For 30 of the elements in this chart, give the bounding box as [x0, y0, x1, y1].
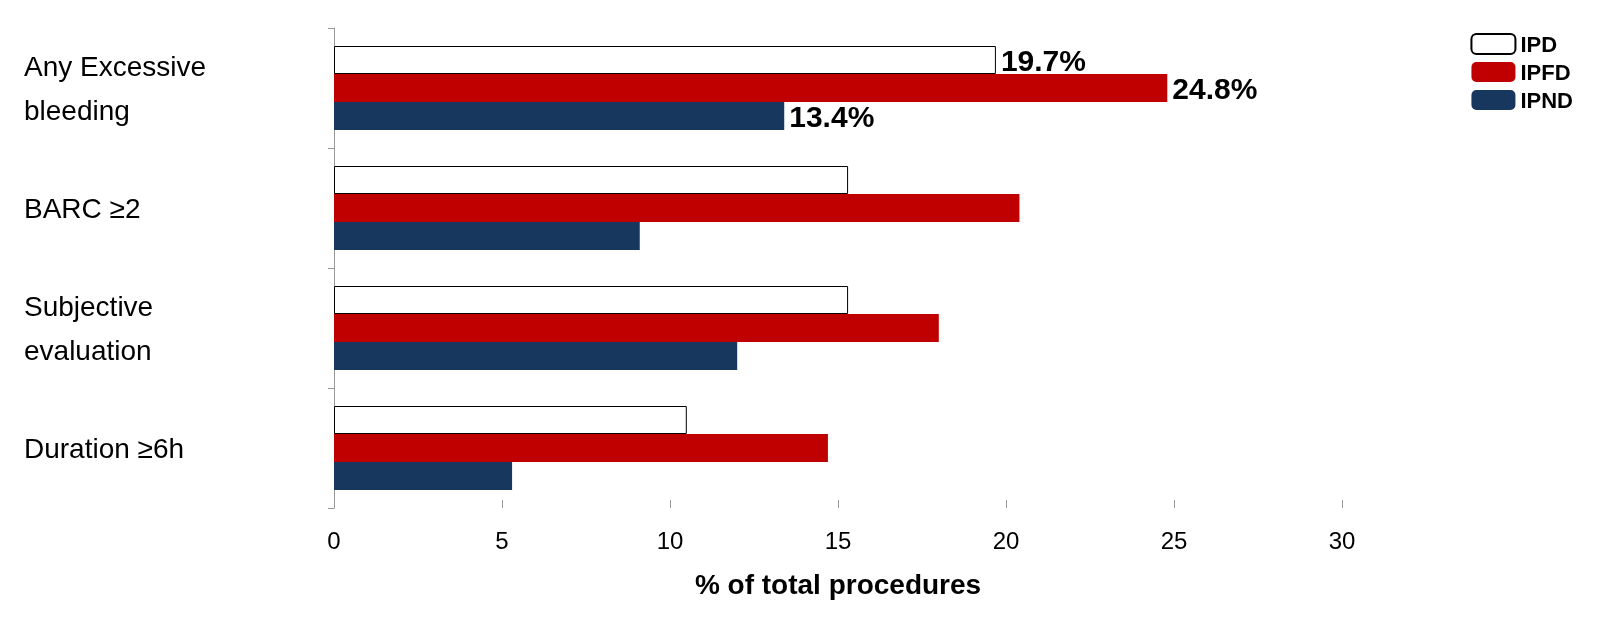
x-axis-title: % of total procedures: [694, 568, 982, 600]
legend-label: IPD: [1520, 31, 1558, 57]
legend-label: IPND: [1520, 87, 1573, 113]
legend-label: IPFD: [1520, 59, 1571, 85]
x-tick-label: 30: [1328, 526, 1356, 554]
bar: [334, 314, 939, 342]
y-tick-label: Any Excessive bleeding: [24, 50, 214, 126]
y-tick-label: Duration ≥6h: [24, 432, 185, 464]
bar: [334, 46, 996, 74]
bar: [334, 74, 1168, 102]
bar: [334, 434, 828, 462]
x-tick-label: 5: [495, 526, 509, 554]
x-tick-label: 10: [656, 526, 684, 554]
bar: [334, 406, 687, 434]
y-tick-label: Subjective evaluation: [24, 290, 161, 366]
bar: [334, 222, 640, 250]
bar: [334, 342, 738, 370]
bar: [334, 286, 849, 314]
bar: [334, 194, 1020, 222]
data-label: 19.7%: [1000, 43, 1086, 77]
x-tick-label: 15: [824, 526, 852, 554]
x-tick-label: 25: [1160, 526, 1188, 554]
data-label: 13.4%: [789, 99, 875, 133]
bar: [334, 102, 785, 130]
data-label: 24.8%: [1172, 71, 1258, 105]
y-tick-label: BARC ≥2: [24, 192, 141, 224]
x-tick-label: 0: [327, 526, 341, 554]
bar: [334, 166, 849, 194]
bar: [334, 462, 513, 490]
x-tick-label: 20: [992, 526, 1020, 554]
